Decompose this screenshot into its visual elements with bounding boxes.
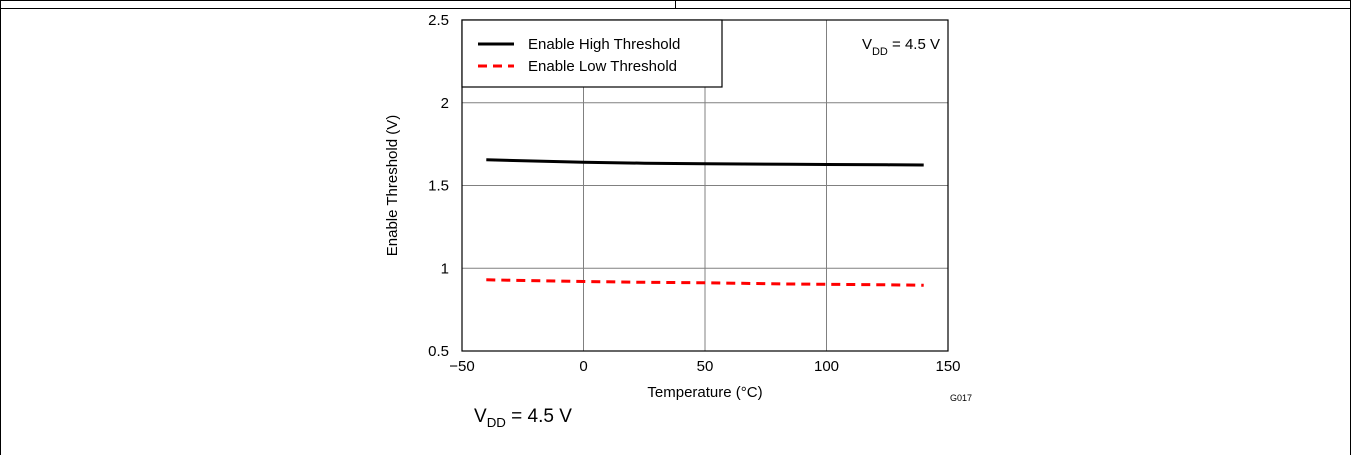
x-tick-label: 150 <box>935 358 960 375</box>
x-tick-label: −50 <box>449 358 474 375</box>
legend: Enable High Threshold Enable Low Thresho… <box>461 19 723 88</box>
legend-label-low: Enable Low Threshold <box>528 58 677 75</box>
y-tick-label: 2 <box>441 95 449 112</box>
x-tick-label: 100 <box>814 358 839 375</box>
legend-box <box>461 19 723 88</box>
figure-caption: VDD = 4.5 V <box>474 406 572 430</box>
series-line-high <box>486 158 924 167</box>
figure-code: G017 <box>950 393 972 403</box>
y-axis-title: Enable Threshold (V) <box>384 115 401 256</box>
caption-main: V <box>474 406 487 427</box>
y-tick-label: 2.5 <box>428 12 449 29</box>
series-layer <box>486 158 924 287</box>
x-tick-label: 50 <box>697 358 714 375</box>
caption-rest: = 4.5 V <box>505 406 572 427</box>
vdd-annotation: VDD = 4.5 V <box>862 36 940 58</box>
vdd-annotation-sub: DD <box>872 46 888 58</box>
y-tick-label: 1 <box>441 260 449 277</box>
legend-label-high: Enable High Threshold <box>528 36 680 53</box>
x-tick-label: 0 <box>579 358 587 375</box>
series-line-low <box>486 278 924 287</box>
caption-sub: DD <box>486 414 506 430</box>
y-tick-label: 1.5 <box>428 178 449 195</box>
x-axis-title: Temperature (°C) <box>647 384 762 401</box>
vdd-annotation-rest: = 4.5 V <box>888 36 940 53</box>
vdd-annotation-main: V <box>862 36 872 53</box>
y-tick-label: 0.5 <box>428 343 449 360</box>
tick-labels: −50 0 50 100 150 0.5 1 1.5 2 2.5 <box>428 12 960 375</box>
